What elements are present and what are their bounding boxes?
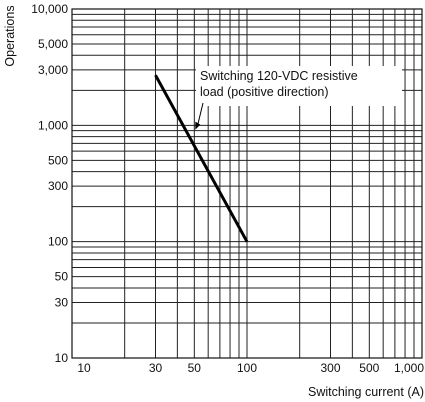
x-tick-label: 30 [149, 361, 163, 375]
y-tick-label: 5,000 [38, 37, 68, 51]
annotation-leader-line [196, 102, 204, 127]
y-tick-label: 10 [55, 351, 69, 365]
y-tick-label: 10,000 [31, 2, 68, 16]
life-curve-line [154, 74, 249, 243]
annotation-arrowhead [195, 121, 201, 130]
y-axis-label: Operations [3, 5, 17, 66]
y-tick-label: 300 [48, 179, 68, 193]
y-tick-label: 50 [55, 270, 69, 284]
y-tick-labels: 10 30 50 100 300 500 1,000 3,000 5,000 10,000 [31, 2, 68, 365]
plot-frame [71, 8, 423, 359]
annotation-background [196, 66, 402, 106]
x-tick-label: 10 [77, 361, 91, 375]
y-tick-label: 30 [55, 295, 69, 309]
annotation-text-line: load (positive direction) [200, 85, 329, 99]
x-tick-label: 300 [320, 361, 340, 375]
x-axis-label: Switching current (A) [308, 385, 424, 399]
annotation: Switching 120-VDC resistive load (positiv… [195, 66, 402, 130]
x-tick-labels: 10 30 50 100 300 500 1,000 [77, 361, 424, 375]
y-tick-label: 3,000 [38, 63, 68, 77]
y-tick-label: 1,000 [38, 118, 68, 132]
grid-lines [72, 9, 422, 358]
x-tick-label: 1,000 [394, 361, 424, 375]
y-tick-label: 500 [48, 153, 68, 167]
x-tick-label: 50 [188, 361, 202, 375]
data-series [154, 74, 249, 243]
y-tick-label: 100 [48, 235, 68, 249]
x-tick-label: 100 [237, 361, 257, 375]
x-tick-label: 500 [359, 361, 379, 375]
annotation-text-line: Switching 120-VDC resistive [200, 69, 358, 83]
